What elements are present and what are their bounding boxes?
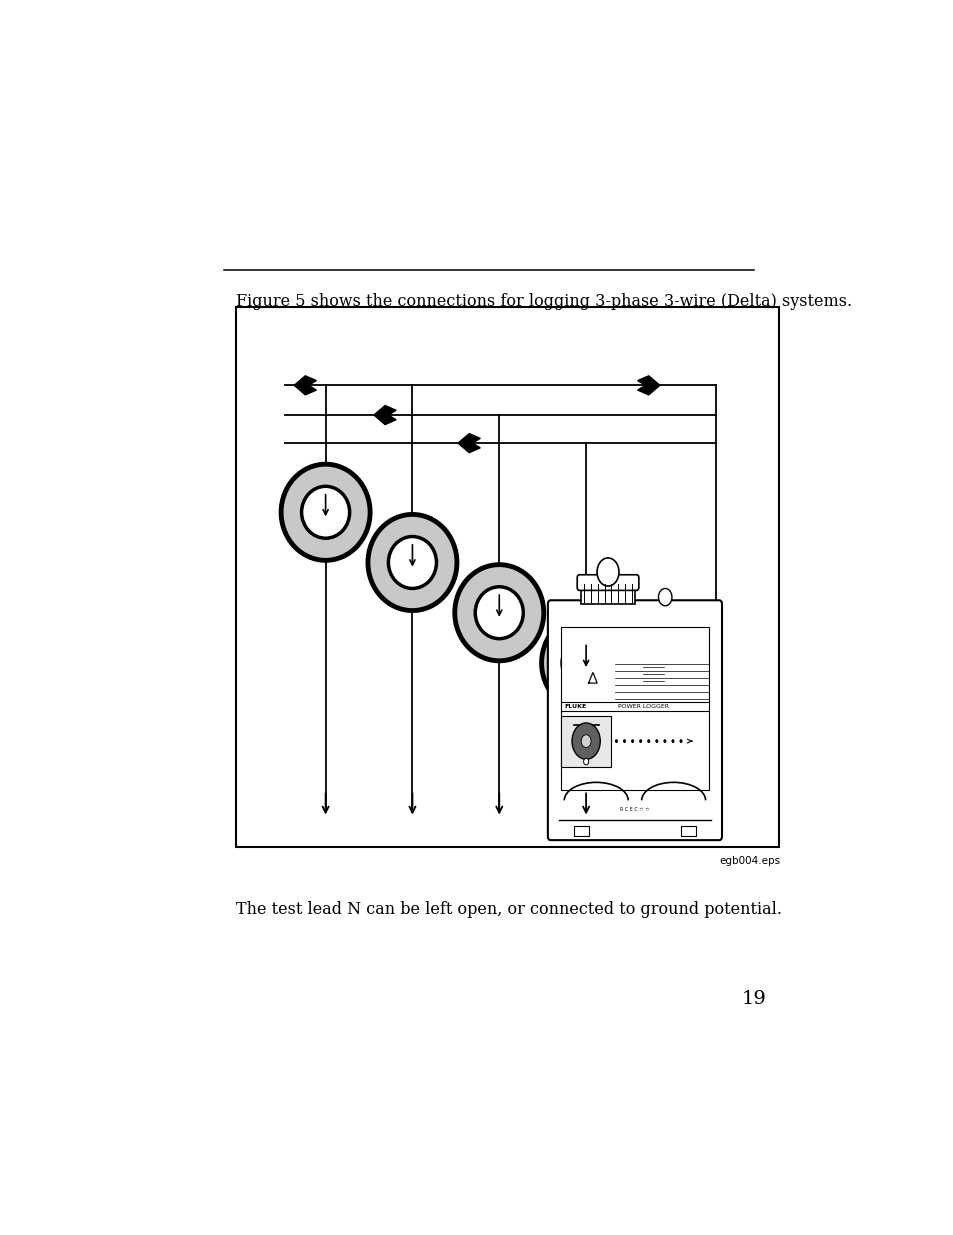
Bar (680, 826, 696, 836)
Text: 19: 19 (740, 989, 765, 1008)
Text: FLUKE: FLUKE (563, 704, 586, 709)
Bar (560, 627, 708, 790)
FancyBboxPatch shape (547, 600, 721, 840)
Circle shape (671, 740, 674, 743)
Circle shape (615, 740, 618, 743)
Polygon shape (294, 375, 316, 395)
Ellipse shape (541, 615, 630, 711)
Circle shape (658, 588, 671, 606)
Circle shape (679, 740, 681, 743)
Ellipse shape (561, 637, 610, 689)
Polygon shape (588, 673, 597, 683)
Circle shape (646, 740, 650, 743)
Circle shape (639, 740, 641, 743)
Polygon shape (374, 405, 395, 425)
Ellipse shape (301, 487, 349, 538)
Text: POWER LOGGER: POWER LOGGER (618, 704, 668, 709)
Polygon shape (637, 375, 659, 395)
Circle shape (580, 735, 591, 747)
Bar (573, 826, 588, 836)
Circle shape (583, 758, 588, 764)
Text: R C E C ☆ ☆: R C E C ☆ ☆ (619, 808, 649, 813)
Ellipse shape (455, 564, 543, 661)
Bar (235, 308, 778, 847)
Circle shape (630, 740, 634, 743)
Text: The test lead N can be left open, or connected to ground potential.: The test lead N can be left open, or con… (235, 902, 781, 919)
Circle shape (597, 558, 618, 587)
Circle shape (655, 740, 658, 743)
Circle shape (622, 740, 625, 743)
Bar (560, 715, 611, 767)
Ellipse shape (281, 464, 370, 561)
Circle shape (662, 740, 666, 743)
Polygon shape (588, 673, 597, 683)
Text: egb004.eps: egb004.eps (720, 856, 781, 866)
Bar (580, 582, 635, 604)
Ellipse shape (475, 587, 523, 638)
Ellipse shape (388, 536, 436, 588)
Circle shape (572, 722, 599, 760)
Text: Figure 5 shows the connections for logging 3-phase 3-wire (Delta) systems.: Figure 5 shows the connections for loggi… (235, 293, 851, 310)
Polygon shape (457, 433, 479, 453)
FancyBboxPatch shape (577, 574, 639, 590)
Ellipse shape (368, 515, 456, 610)
